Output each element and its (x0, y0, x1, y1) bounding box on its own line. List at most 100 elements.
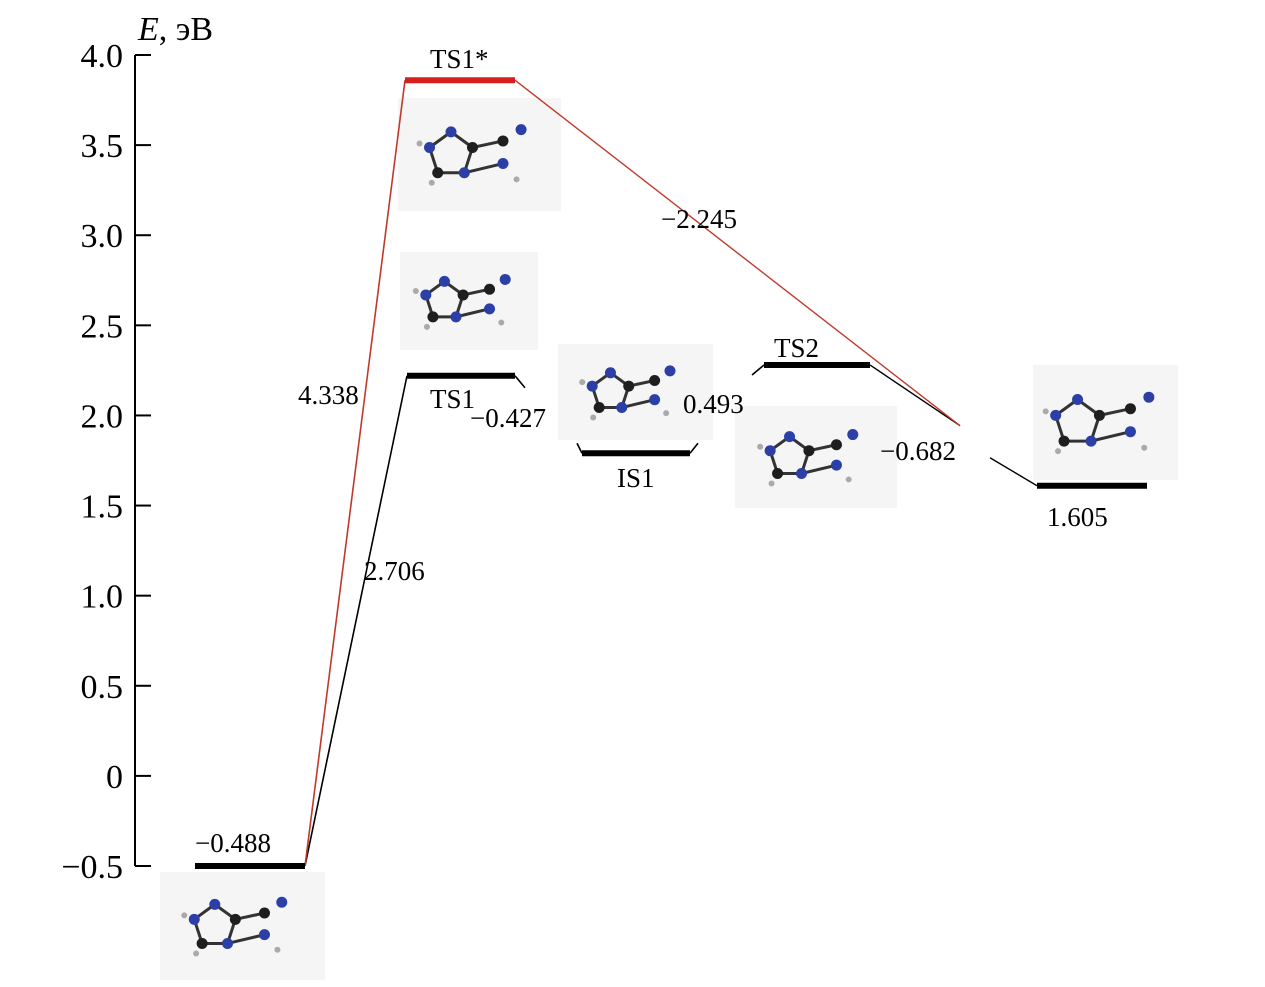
pathway-connector (989, 457, 1038, 487)
molecule-structure (398, 98, 561, 211)
molecule-atom (1058, 435, 1070, 447)
label-ts2: TS2 (774, 333, 819, 363)
y-axis-symbol: E (137, 11, 159, 48)
molecule-atom (1124, 403, 1136, 415)
annotation-2706: 2.706 (364, 556, 425, 586)
molecule-atom (497, 158, 509, 170)
molecule-atom (649, 394, 661, 406)
molecule-hydrogen (1141, 444, 1148, 451)
molecule-hydrogen (845, 476, 852, 483)
pathway-connector (514, 79, 961, 427)
molecule-atom (450, 311, 462, 323)
molecule-atom (803, 445, 815, 457)
molecule-atom (604, 367, 616, 379)
molecule-atom (649, 374, 661, 386)
molecule-atom (784, 431, 796, 443)
y-tick-label: 1.5 (81, 489, 124, 526)
label-ts1: TS1 (430, 384, 475, 414)
molecule-atom (424, 142, 436, 154)
annotation-product: 1.605 (1047, 502, 1108, 532)
molecule-atom (484, 283, 496, 295)
y-tick-label: 3.0 (81, 218, 124, 255)
molecule-atom (1050, 409, 1062, 421)
annotation-reactant: −0.488 (195, 828, 271, 858)
molecule-atom (196, 937, 208, 949)
molecule-hydrogen (274, 946, 281, 953)
molecule-atom (830, 439, 842, 451)
molecule-atom (222, 937, 234, 949)
molecule-hydrogen (590, 414, 597, 421)
molecule-atom (1072, 394, 1084, 405)
y-tick-label: 2.0 (81, 398, 124, 435)
molecule-atom (427, 311, 439, 323)
molecule-hydrogen (663, 410, 670, 417)
molecule-atom (258, 907, 270, 919)
molecule-atom (188, 913, 200, 925)
y-tick-label: 2.5 (81, 308, 124, 345)
y-tick-label: 1.0 (81, 579, 124, 616)
annotation-4338: 4.338 (298, 380, 359, 410)
pathway-connector (576, 442, 583, 454)
molecule-hydrogen (513, 176, 520, 183)
molecule-atom (796, 468, 808, 480)
molecule-atom (467, 142, 479, 154)
molecule-atom (764, 445, 776, 457)
annotation-0682: −0.682 (880, 436, 956, 466)
y-tick-label: 0.5 (81, 669, 124, 706)
molecule-atom (847, 429, 859, 441)
molecule-structures (160, 98, 1178, 980)
molecule-atom (497, 135, 509, 147)
label-is1: IS1 (617, 463, 655, 493)
molecule-atom (830, 459, 842, 471)
pathway-connector (689, 442, 699, 454)
pathway-connector (514, 375, 526, 389)
molecule-atom (616, 402, 628, 414)
label-ts1-star: TS1* (430, 44, 489, 74)
molecule-hydrogen (757, 443, 764, 450)
molecule-atom (772, 468, 784, 480)
molecule-hydrogen (428, 179, 435, 186)
molecule-hydrogen (416, 140, 423, 147)
molecule-atom (420, 289, 432, 301)
molecule-bond (801, 463, 837, 475)
molecule-atom (457, 289, 469, 301)
annotation-0427: −0.427 (470, 403, 546, 433)
molecule-atom (209, 898, 221, 910)
molecule-atom (1124, 426, 1136, 438)
molecule-background (735, 406, 897, 508)
y-tick-label: 0 (106, 759, 123, 796)
molecule-background (1033, 365, 1178, 480)
molecule-atom (276, 896, 288, 908)
molecule-atom (438, 275, 450, 287)
molecule-hydrogen (423, 323, 430, 330)
molecule-bond (463, 162, 504, 175)
molecule-hydrogen (1055, 448, 1062, 455)
pathway-connector (304, 80, 406, 867)
molecule-atom (258, 929, 270, 941)
molecule-bond (621, 398, 655, 409)
molecule-bond (227, 933, 265, 945)
molecule-background (398, 98, 561, 211)
molecule-hydrogen (579, 379, 586, 386)
y-axis-unit: , эВ (159, 11, 213, 48)
molecule-hydrogen (1042, 408, 1049, 415)
molecule-structure (160, 872, 325, 980)
molecule-atom (1093, 409, 1105, 421)
molecule-atom (623, 380, 635, 392)
pathway-connector (869, 364, 961, 427)
molecule-structure (558, 344, 713, 440)
molecule-background (558, 344, 713, 440)
molecule-atom (229, 913, 241, 925)
annotation-0493: 0.493 (683, 389, 744, 419)
molecule-background (160, 872, 325, 980)
molecule-atom (1085, 435, 1097, 447)
y-tick-label: 3.5 (81, 128, 124, 165)
y-tick-label: −0.5 (61, 849, 123, 886)
molecule-structure (1033, 365, 1178, 480)
pathway-connector (304, 375, 408, 867)
molecule-hydrogen (193, 950, 200, 957)
y-axis-label: E, эВ (137, 11, 213, 48)
molecule-structure (735, 406, 897, 508)
molecule-bond (455, 307, 490, 319)
y-tick-label: 4.0 (81, 38, 124, 75)
